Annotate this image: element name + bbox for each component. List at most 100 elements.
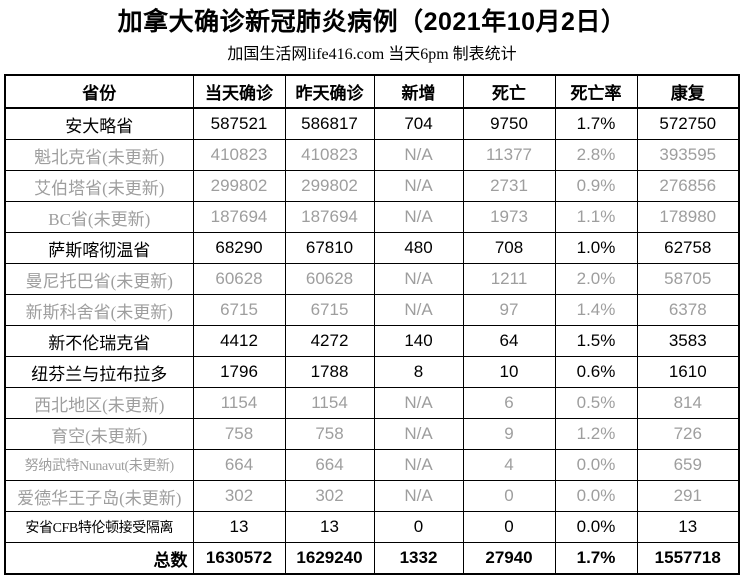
cell-today-confirmed: 664 <box>192 449 286 481</box>
cell-yesterday-confirmed: 586817 <box>284 107 375 140</box>
cell-today-confirmed: 299802 <box>192 170 286 202</box>
cell-yesterday-confirmed: 664 <box>284 449 375 481</box>
cell-deaths: 2731 <box>462 170 556 202</box>
table-row: 艾伯塔省(未更新) 299802 299802 N/A 2731 0.9% 276856 <box>4 170 740 202</box>
total-deaths: 27940 <box>462 542 556 575</box>
column-header-province: 省份 <box>4 74 194 109</box>
cell-new-cases: 8 <box>373 356 464 388</box>
cell-new-cases: N/A <box>373 387 464 419</box>
cell-recovered: 572750 <box>636 107 740 140</box>
cell-today-confirmed: 410823 <box>192 139 286 171</box>
cell-deaths: 708 <box>462 232 556 264</box>
cell-deaths: 6 <box>462 387 556 419</box>
cell-deaths: 1211 <box>462 263 556 295</box>
page-title: 加拿大确诊新冠肺炎病例（2021年10月2日） <box>117 8 627 36</box>
cell-recovered: 3583 <box>636 325 740 357</box>
cell-yesterday-confirmed: 410823 <box>284 139 375 171</box>
cell-new-cases: N/A <box>373 294 464 326</box>
table-header: 省份 当天确诊 昨天确诊 新增 死亡 死亡率 康复 <box>4 74 740 109</box>
cell-recovered: 6378 <box>636 294 740 326</box>
cell-death-rate: 1.2% <box>554 418 638 450</box>
cell-new-cases: N/A <box>373 263 464 295</box>
cell-deaths: 11377 <box>462 139 556 171</box>
cell-new-cases: 480 <box>373 232 464 264</box>
cell-yesterday-confirmed: 4272 <box>284 325 375 357</box>
cell-recovered: 13 <box>636 511 740 543</box>
cell-province: 艾伯塔省(未更新) <box>4 170 194 202</box>
column-header-today-confirmed: 当天确诊 <box>192 74 286 109</box>
cell-province: 魁北克省(未更新) <box>4 139 194 171</box>
cell-recovered: 1610 <box>636 356 740 388</box>
cell-deaths: 10 <box>462 356 556 388</box>
table-row: 爱德华王子岛(未更新) 302 302 N/A 0 0.0% 291 <box>4 480 740 512</box>
cell-province: 努纳武特Nunavut(未更新) <box>4 449 194 481</box>
table-row: 曼尼托巴省(未更新) 60628 60628 N/A 1211 2.0% 58705 <box>4 263 740 295</box>
column-header-deaths: 死亡 <box>462 74 556 109</box>
column-header-recovered: 康复 <box>636 74 740 109</box>
cell-province: 纽芬兰与拉布拉多 <box>4 356 194 388</box>
cell-new-cases: N/A <box>373 449 464 481</box>
cell-recovered: 276856 <box>636 170 740 202</box>
covid-stats-table: 省份 当天确诊 昨天确诊 新增 死亡 死亡率 康复 安大略省 587521 5868… <box>4 74 740 575</box>
cell-today-confirmed: 587521 <box>192 107 286 140</box>
total-label: 总数 <box>4 542 194 575</box>
subtitle: 加国生活网life416.com 当天6pm 制表统计 <box>227 46 517 63</box>
table-row: 努纳武特Nunavut(未更新) 664 664 N/A 4 0.0% 659 <box>4 449 740 481</box>
cell-new-cases: 704 <box>373 107 464 140</box>
cell-yesterday-confirmed: 1788 <box>284 356 375 388</box>
header-row: 省份 当天确诊 昨天确诊 新增 死亡 死亡率 康复 <box>4 74 740 109</box>
cell-yesterday-confirmed: 6715 <box>284 294 375 326</box>
cell-deaths: 4 <box>462 449 556 481</box>
cell-recovered: 178980 <box>636 201 740 233</box>
cell-today-confirmed: 4412 <box>192 325 286 357</box>
cell-death-rate: 1.4% <box>554 294 638 326</box>
cell-death-rate: 0.6% <box>554 356 638 388</box>
cell-yesterday-confirmed: 1154 <box>284 387 375 419</box>
cell-today-confirmed: 60628 <box>192 263 286 295</box>
cell-deaths: 97 <box>462 294 556 326</box>
cell-death-rate: 2.0% <box>554 263 638 295</box>
cell-yesterday-confirmed: 758 <box>284 418 375 450</box>
table-row: 育空(未更新) 758 758 N/A 9 1.2% 726 <box>4 418 740 450</box>
table-row: 纽芬兰与拉布拉多 1796 1788 8 10 0.6% 1610 <box>4 356 740 388</box>
cell-death-rate: 1.1% <box>554 201 638 233</box>
table-row: BC省(未更新) 187694 187694 N/A 1973 1.1% 178980 <box>4 201 740 233</box>
cell-yesterday-confirmed: 67810 <box>284 232 375 264</box>
table-row: 西北地区(未更新) 1154 1154 N/A 6 0.5% 814 <box>4 387 740 419</box>
cell-recovered: 393595 <box>636 139 740 171</box>
column-header-death-rate: 死亡率 <box>554 74 638 109</box>
cell-today-confirmed: 302 <box>192 480 286 512</box>
cell-deaths: 1973 <box>462 201 556 233</box>
cell-new-cases: 140 <box>373 325 464 357</box>
cell-province: 育空(未更新) <box>4 418 194 450</box>
cell-yesterday-confirmed: 60628 <box>284 263 375 295</box>
cell-death-rate: 0.0% <box>554 511 638 543</box>
cell-deaths: 0 <box>462 480 556 512</box>
cell-new-cases: N/A <box>373 418 464 450</box>
cell-death-rate: 2.8% <box>554 139 638 171</box>
cell-recovered: 291 <box>636 480 740 512</box>
cell-death-rate: 0.0% <box>554 449 638 481</box>
cell-yesterday-confirmed: 299802 <box>284 170 375 202</box>
column-header-new-cases: 新增 <box>373 74 464 109</box>
table-row: 萨斯喀彻温省 68290 67810 480 708 1.0% 62758 <box>4 232 740 264</box>
cell-province: 新不伦瑞克省 <box>4 325 194 357</box>
total-row: 总数 1630572 1629240 1332 27940 1.7% 15577… <box>4 542 740 575</box>
total-today-confirmed: 1630572 <box>192 542 286 575</box>
cell-deaths: 0 <box>462 511 556 543</box>
cell-death-rate: 0.0% <box>554 480 638 512</box>
cell-death-rate: 0.5% <box>554 387 638 419</box>
cell-today-confirmed: 1796 <box>192 356 286 388</box>
cell-province: 西北地区(未更新) <box>4 387 194 419</box>
cell-today-confirmed: 187694 <box>192 201 286 233</box>
table-footer: 总数 1630572 1629240 1332 27940 1.7% 15577… <box>4 542 740 575</box>
cell-today-confirmed: 6715 <box>192 294 286 326</box>
table-body: 安大略省 587521 586817 704 9750 1.7% 572750 魁北克省(未更… <box>4 107 740 543</box>
cell-new-cases: N/A <box>373 170 464 202</box>
cell-province: 安省CFB特伦顿接受隔离 <box>4 511 194 543</box>
column-header-yesterday-confirmed: 昨天确诊 <box>284 74 375 109</box>
total-recovered: 1557718 <box>636 542 740 575</box>
total-yesterday-confirmed: 1629240 <box>284 542 375 575</box>
cell-recovered: 659 <box>636 449 740 481</box>
